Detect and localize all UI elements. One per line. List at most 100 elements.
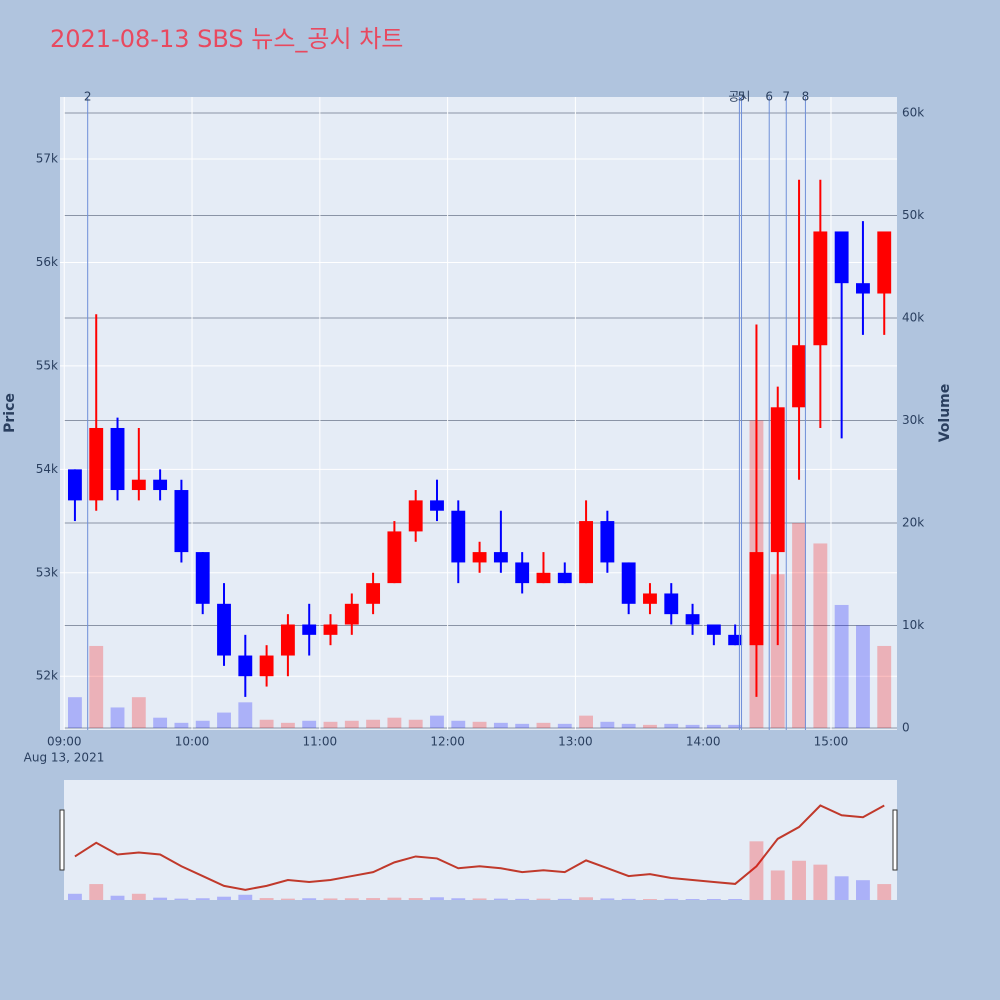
volume-bar (770, 574, 785, 728)
range-handle[interactable] (59, 809, 65, 871)
candle-body (685, 614, 700, 625)
candle-body (430, 500, 444, 511)
volume-bar (153, 717, 168, 728)
candle-body (536, 572, 551, 584)
candle-body (792, 345, 806, 408)
candle-body (302, 624, 317, 635)
range-slider-volume (89, 884, 104, 900)
volume-bar (643, 724, 657, 728)
range-slider-volume (408, 898, 423, 900)
volume-bar (110, 707, 125, 728)
range-slider-volume (685, 899, 700, 900)
candle-body (110, 427, 125, 491)
range-slider-volume (153, 897, 168, 900)
candle-body (238, 655, 253, 677)
volume-bar (557, 723, 572, 728)
range-slider-volume (323, 898, 338, 900)
range-slider-volume (536, 898, 551, 900)
candle-body (67, 469, 82, 501)
candle-body (217, 603, 231, 656)
range-slider-volume (557, 898, 572, 900)
candle-body (834, 231, 849, 284)
range-slider-volume (664, 898, 679, 900)
range-slider-line (74, 804, 885, 891)
candle-body (195, 552, 210, 604)
volume-bar (323, 721, 338, 728)
candle-body (493, 552, 508, 563)
y2-tick-label: 20k (902, 515, 924, 529)
range-slider-volume (387, 897, 402, 900)
candle-body (515, 562, 530, 584)
range-slider-volume (706, 899, 721, 900)
candle-body (749, 552, 764, 646)
volume-bar (408, 719, 423, 728)
candle-body (664, 593, 679, 615)
range-slider-volume (302, 898, 317, 900)
range-slider-volume (195, 898, 210, 900)
x-tick-label: 12:00 (430, 735, 465, 749)
range-slider-volume (621, 898, 636, 900)
volume-bar (600, 721, 615, 728)
volume-bar (792, 522, 806, 728)
annotation-label: 8 (802, 90, 810, 104)
range-slider-volume (579, 897, 594, 900)
range-handle[interactable] (892, 809, 898, 871)
y2-axis-title: Volume (937, 384, 953, 443)
volume-bar (174, 722, 189, 728)
annotation-label: 5 (738, 90, 746, 104)
range-slider[interactable] (64, 780, 897, 900)
annotation-label: 7 (782, 90, 790, 104)
candle-body (323, 624, 338, 635)
candle-body (856, 283, 870, 294)
volume-bar (195, 720, 210, 728)
range-slider-volume (344, 898, 359, 900)
range-slider-volume (131, 893, 146, 900)
y-tick-label: 57k (36, 152, 58, 166)
range-slider-volume (259, 898, 274, 900)
volume-bar (302, 720, 317, 728)
volume-bar (834, 604, 849, 728)
y2-tick-label: 40k (902, 310, 924, 324)
range-slider-volume (728, 899, 743, 900)
x-tick-label: 11:00 (303, 735, 338, 749)
y-tick-label: 56k (36, 255, 58, 269)
x-date-label: Aug 13, 2021 (24, 751, 105, 765)
volume-bar (217, 712, 231, 728)
candle-body (89, 427, 104, 501)
candle-body (153, 479, 168, 491)
range-slider-volume (515, 898, 530, 900)
volume-bar (259, 719, 274, 728)
range-slider-volume (110, 895, 125, 900)
volume-bar (472, 721, 487, 728)
candle-body (408, 500, 423, 532)
annotation-label: 6 (765, 90, 773, 104)
volume-bar (664, 723, 679, 728)
candle-body (472, 552, 487, 563)
volume-bar (813, 543, 828, 728)
volume-bar (515, 723, 530, 728)
range-slider-volume (430, 897, 444, 900)
volume-bar (451, 720, 466, 728)
range-slider-volume (643, 899, 657, 900)
y2-tick-label: 60k (902, 105, 924, 119)
volume-bar (280, 722, 295, 728)
range-slider-volume (280, 898, 295, 900)
y-axis-title: Price (2, 393, 18, 433)
range-slider-volume (472, 898, 487, 900)
candle-body (813, 231, 828, 346)
volume-bar (685, 724, 700, 728)
range-slider-volume (238, 894, 253, 900)
y-tick-label: 52k (36, 669, 58, 683)
annotation-label: 2 (84, 90, 92, 104)
y2-tick-label: 50k (902, 208, 924, 222)
volume-bar (728, 724, 743, 728)
range-slider-volume (493, 898, 508, 900)
volume-bar (366, 719, 381, 728)
range-slider-volume (600, 898, 615, 900)
x-tick-label: 14:00 (686, 735, 721, 749)
y2-tick-label: 0 (902, 720, 910, 734)
range-slider-volume (366, 898, 381, 900)
y2-tick-label: 30k (902, 413, 924, 427)
volume-bar (238, 702, 253, 728)
